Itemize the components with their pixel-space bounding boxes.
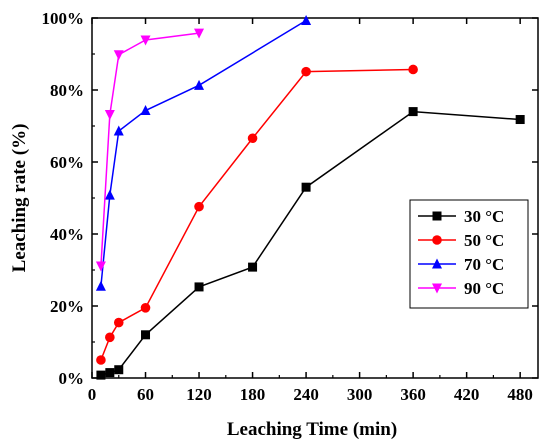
- data-point: [104, 109, 115, 120]
- y-tick-label: 80%: [50, 81, 84, 100]
- data-point: [95, 280, 106, 291]
- x-tick-label: 420: [454, 385, 480, 404]
- x-tick-label: 360: [400, 385, 426, 404]
- data-point: [408, 64, 418, 75]
- data-point: [113, 125, 124, 136]
- y-tick-label: 0%: [59, 369, 85, 388]
- data-point: [113, 50, 124, 61]
- data-point: [515, 115, 525, 125]
- x-tick-label: 120: [186, 385, 212, 404]
- data-point: [194, 28, 205, 39]
- x-tick-label: 0: [88, 385, 97, 404]
- legend-marker: [432, 211, 442, 221]
- legend-label: 90 °C: [464, 279, 504, 298]
- series-0: [96, 107, 525, 380]
- series-3: [95, 28, 205, 272]
- data-point: [248, 262, 258, 272]
- data-point: [140, 105, 151, 116]
- data-point: [140, 303, 151, 313]
- data-point: [96, 355, 106, 365]
- data-point: [113, 317, 124, 328]
- series-layer: [95, 15, 525, 380]
- data-point: [141, 330, 151, 340]
- x-axis-title: Leaching Time (min): [227, 419, 397, 440]
- y-tick-label: 60%: [50, 153, 84, 172]
- data-point: [105, 368, 115, 378]
- legend-item: 30 °C: [418, 207, 504, 226]
- series-line: [100, 19, 307, 287]
- data-point: [408, 107, 418, 117]
- x-tick-label: 240: [293, 385, 319, 404]
- x-tick-label: 60: [137, 385, 154, 404]
- series-2: [95, 15, 312, 291]
- data-point: [95, 261, 106, 272]
- legend-label: 70 °C: [464, 255, 504, 274]
- x-tick-label: 180: [240, 385, 266, 404]
- data-point: [194, 282, 204, 292]
- legend-item: 70 °C: [418, 255, 504, 274]
- data-point: [96, 370, 106, 380]
- data-point: [194, 201, 204, 212]
- data-point: [301, 66, 311, 77]
- data-point: [194, 79, 205, 90]
- x-tick-label: 480: [507, 385, 533, 404]
- legend-marker: [432, 283, 442, 294]
- y-tick-label: 20%: [50, 297, 84, 316]
- legend-item: 90 °C: [418, 279, 504, 298]
- data-point: [301, 15, 312, 26]
- data-point: [105, 332, 115, 343]
- legend-label: 30 °C: [464, 207, 504, 226]
- y-axis-title: Leaching rate (%): [9, 124, 30, 273]
- legend: 30 °C 50 °C 70 °C 90 °C: [409, 199, 529, 309]
- legend-marker: [432, 235, 442, 245]
- legend-box: [409, 199, 529, 309]
- data-point: [114, 365, 124, 375]
- series-1: [96, 64, 418, 365]
- legend-label: 50 °C: [464, 231, 504, 250]
- legend-marker: [432, 258, 442, 269]
- data-point: [140, 35, 151, 46]
- x-tick-label: 300: [347, 385, 373, 404]
- data-point: [247, 133, 258, 144]
- data-point: [301, 182, 311, 192]
- y-tick-label: 40%: [50, 225, 84, 244]
- axes-layer: 0 60 120 180 240 300 360 420 480 0% 20% 40% 60% 80% 10…: [42, 9, 539, 404]
- y-tick-label: 100%: [42, 9, 85, 28]
- data-point: [104, 189, 115, 200]
- legend-item: 50 °C: [418, 231, 504, 250]
